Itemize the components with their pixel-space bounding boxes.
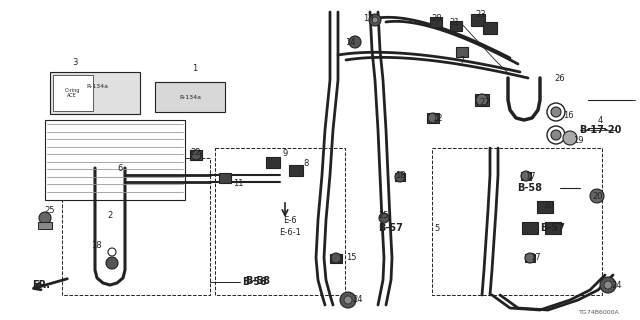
Bar [545,222,561,234]
Text: 10: 10 [543,201,553,210]
Bar [395,173,405,181]
Bar [522,222,538,234]
Text: 26: 26 [555,74,565,83]
Bar [38,222,52,229]
Bar [219,173,231,183]
Text: B-57: B-57 [541,223,565,233]
Circle shape [369,14,381,26]
Text: 15: 15 [346,253,356,262]
Circle shape [372,17,378,23]
Text: 28: 28 [432,13,442,22]
Bar [475,94,489,106]
Text: 2: 2 [108,211,113,220]
Text: 17: 17 [525,172,535,180]
Text: 18: 18 [91,241,101,250]
Text: 6: 6 [117,164,123,172]
Circle shape [525,253,535,263]
Bar [289,164,303,175]
Text: E-6-1: E-6-1 [279,228,301,236]
Bar [45,120,185,200]
Text: 7: 7 [460,55,465,65]
Circle shape [476,94,488,106]
Circle shape [521,171,531,181]
Bar [450,21,462,31]
Text: 3: 3 [72,58,77,67]
Circle shape [563,131,577,145]
Circle shape [349,36,361,48]
Circle shape [191,150,201,160]
Text: 1: 1 [193,63,198,73]
Text: B-58: B-58 [518,183,543,193]
Text: TG74B6000A: TG74B6000A [579,309,620,315]
Text: B-58: B-58 [246,276,271,286]
Bar [521,172,531,180]
Circle shape [39,212,51,224]
Circle shape [590,189,604,203]
Circle shape [547,103,565,121]
Circle shape [106,257,118,269]
Bar [483,22,497,34]
Text: 9: 9 [282,148,287,157]
Circle shape [340,292,356,308]
Text: 12: 12 [432,114,442,123]
Circle shape [379,213,389,223]
Bar [330,253,342,262]
Text: 4: 4 [597,116,603,124]
Circle shape [551,107,561,117]
Bar [456,47,468,57]
Text: 27: 27 [480,98,490,107]
Text: E-6: E-6 [283,215,297,225]
Text: R-134a: R-134a [179,94,201,100]
Text: 11: 11 [233,179,243,188]
Text: 16: 16 [563,110,573,119]
Text: 23: 23 [476,10,486,19]
Bar [430,17,442,27]
Circle shape [428,113,438,123]
Text: 8: 8 [303,158,308,167]
Bar [266,156,280,167]
Circle shape [108,248,116,256]
Text: 13: 13 [363,13,373,22]
Text: 25: 25 [379,211,389,220]
Text: 24: 24 [612,282,622,291]
Text: 25: 25 [45,205,55,214]
Text: 19: 19 [573,135,583,145]
Text: B-57: B-57 [379,223,403,233]
Circle shape [395,172,405,182]
Bar [525,254,535,262]
Bar [50,72,140,114]
Text: FR.: FR. [32,280,50,290]
Text: 18: 18 [395,171,405,180]
Circle shape [547,126,565,144]
Text: 22: 22 [191,148,201,156]
Bar [53,75,93,111]
Text: 5: 5 [435,223,440,233]
Circle shape [600,277,616,293]
Text: 14: 14 [345,37,355,46]
Circle shape [344,296,352,304]
Circle shape [551,130,561,140]
Circle shape [331,253,341,263]
Text: R-134a: R-134a [86,84,108,89]
Bar [537,201,553,213]
Bar [471,14,485,26]
Text: B-58: B-58 [243,277,268,287]
Text: 20: 20 [593,191,604,201]
Bar [427,113,439,123]
Text: O-ring
ACE: O-ring ACE [64,88,80,99]
Bar [155,82,225,112]
Text: 24: 24 [353,295,364,305]
Text: 17: 17 [530,252,540,261]
Text: 21: 21 [450,18,460,27]
Circle shape [604,281,612,289]
Text: B-17-20: B-17-20 [579,125,621,135]
Bar [190,150,202,160]
